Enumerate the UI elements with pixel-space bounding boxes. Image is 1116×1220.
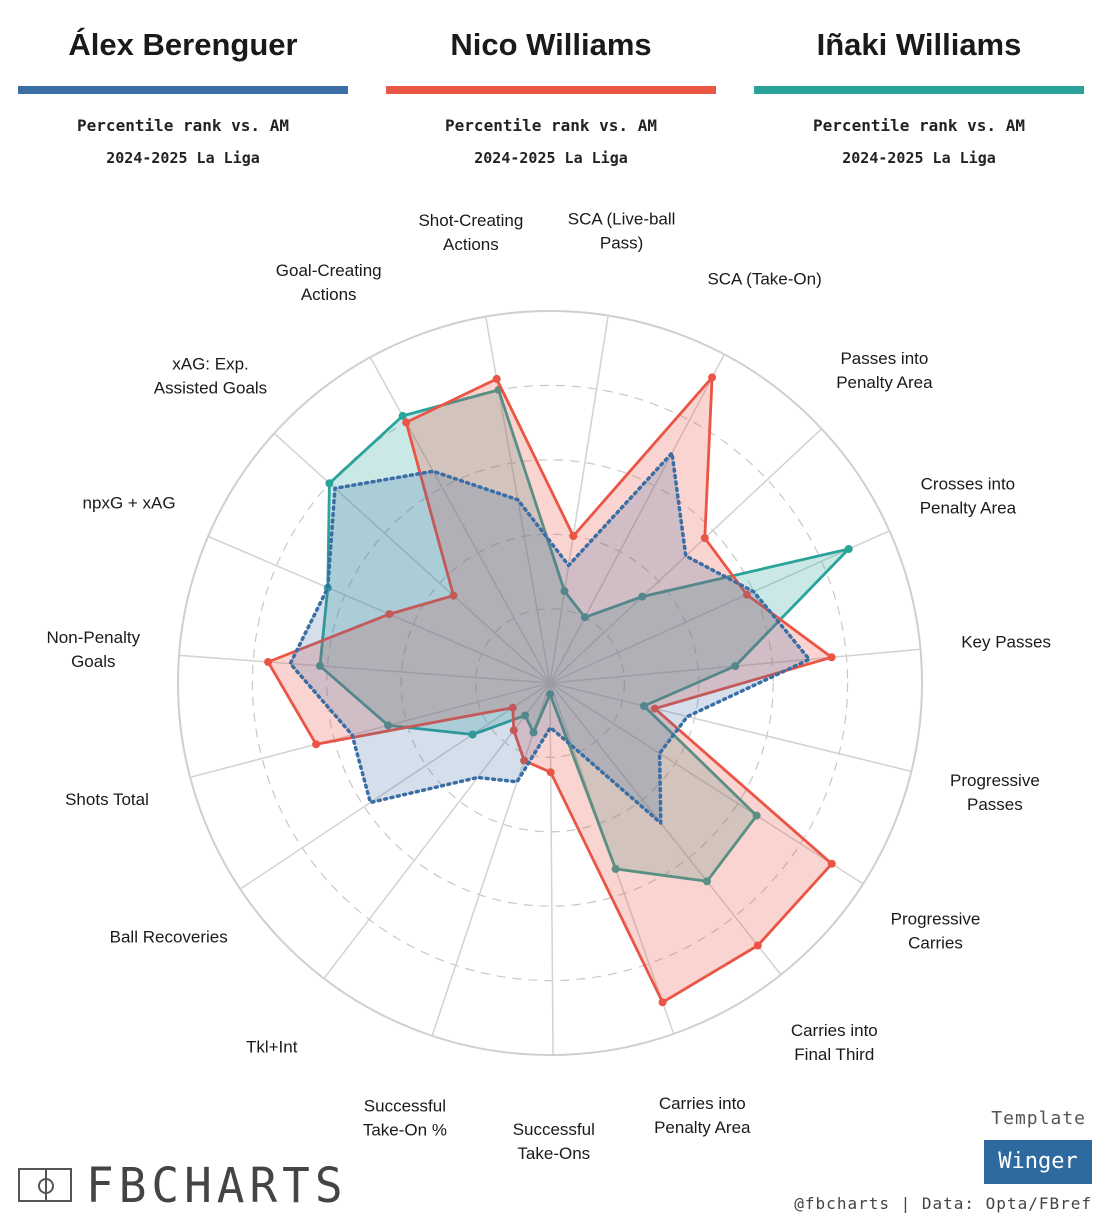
player-color-bar xyxy=(386,86,716,94)
logo-text: FBCHARTS xyxy=(86,1156,348,1214)
series-point xyxy=(508,703,517,712)
series-point xyxy=(580,613,589,622)
series-area-1 xyxy=(288,451,812,825)
player-header-2: Nico Williams Percentile rank vs. AM 202… xyxy=(386,0,716,167)
series-point xyxy=(827,653,836,662)
axis-label: SCA (Live-ball Pass) xyxy=(568,210,676,253)
axis-label: Goal-Creating Actions xyxy=(276,261,382,304)
fbcharts-logo: FBCHARTS xyxy=(18,1156,348,1214)
axis-label: Progressive Passes xyxy=(950,771,1040,814)
player-subtitle: Percentile rank vs. AM xyxy=(445,116,657,135)
player-header-1: Álex Berenguer Percentile rank vs. AM 20… xyxy=(18,0,348,167)
series-point xyxy=(385,610,394,619)
series-point xyxy=(731,662,740,671)
radar-spoke xyxy=(369,356,551,684)
radar-grid-ring xyxy=(251,384,849,982)
radar-spoke xyxy=(178,654,551,684)
series-point xyxy=(611,864,620,873)
axis-label: Carries into Penalty Area xyxy=(654,1094,751,1137)
series-point xyxy=(492,374,501,383)
series-point xyxy=(546,690,555,699)
axis-label: Carries into Final Third xyxy=(791,1021,878,1064)
series-point xyxy=(384,721,393,730)
series-point xyxy=(638,592,647,601)
player-name: Álex Berenguer xyxy=(68,27,298,62)
series-point xyxy=(752,811,761,820)
data-credit: @fbcharts | Data: Opta/FBref xyxy=(794,1194,1092,1213)
player-subtitle: Percentile rank vs. AM xyxy=(77,116,289,135)
axis-label: Tkl+Int xyxy=(246,1038,298,1057)
series-point xyxy=(449,591,458,600)
player-header-3: Iñaki Williams Percentile rank vs. AM 20… xyxy=(754,0,1084,167)
radar-spoke xyxy=(549,354,726,684)
series-point xyxy=(398,411,407,420)
axis-label: Successful Take-Ons xyxy=(513,1120,595,1163)
series-point xyxy=(700,534,709,543)
series-point xyxy=(569,532,578,540)
axis-label: Progressive Carries xyxy=(891,909,981,952)
radar-spoke xyxy=(549,315,609,684)
radar-spoke xyxy=(549,682,912,773)
player-name: Nico Williams xyxy=(450,27,652,62)
series-point xyxy=(325,479,334,488)
series-point xyxy=(560,587,569,596)
player-subtitle: Percentile rank vs. AM xyxy=(813,116,1025,135)
series-point xyxy=(529,728,538,737)
radar-spoke xyxy=(207,535,551,684)
radar-spoke xyxy=(189,682,551,779)
axis-label: Non-Penalty Goals xyxy=(47,628,141,671)
axis-label: SCA (Take-On) xyxy=(707,269,821,288)
radar-outer-ring xyxy=(177,310,923,1056)
series-point xyxy=(509,726,518,735)
series-point xyxy=(703,877,711,886)
radar-spoke xyxy=(273,432,551,684)
series-area-2 xyxy=(266,375,834,1004)
player-season: 2024-2025 La Liga xyxy=(106,149,260,167)
series-point xyxy=(312,740,321,749)
series-point xyxy=(742,590,751,599)
axis-label: Key Passes xyxy=(961,632,1051,651)
radar-spoke xyxy=(549,682,782,976)
series-point xyxy=(520,756,529,765)
axis-label: Shot-Creating Actions xyxy=(418,211,523,254)
radar-spoke xyxy=(549,682,554,1055)
axis-label: xAG: Exp. Assisted Goals xyxy=(154,355,267,398)
radar-spoke xyxy=(239,682,551,890)
radar-spoke xyxy=(549,682,864,885)
axis-label: Shots Total xyxy=(65,790,149,809)
axis-label: Crosses into Penalty Area xyxy=(920,475,1017,518)
series-point xyxy=(402,418,411,427)
series-area-3 xyxy=(318,388,851,883)
series-point xyxy=(844,545,853,553)
series-point xyxy=(658,998,667,1007)
series-point xyxy=(708,373,717,382)
pitch-icon xyxy=(18,1168,72,1202)
series-point xyxy=(316,661,324,670)
player-season: 2024-2025 La Liga xyxy=(842,149,996,167)
axis-label: npxG + xAG xyxy=(83,494,176,513)
series-point xyxy=(264,658,273,666)
template-badge: Winger xyxy=(984,1140,1092,1184)
radar-spoke xyxy=(549,530,890,684)
player-color-bar xyxy=(18,86,348,94)
series-point xyxy=(827,859,836,868)
player-season: 2024-2025 La Liga xyxy=(474,149,628,167)
radar-spoke xyxy=(431,682,551,1037)
template-label: Template xyxy=(991,1108,1086,1129)
series-point xyxy=(546,768,555,777)
series-point xyxy=(521,711,530,720)
axis-label: Ball Recoveries xyxy=(110,928,228,947)
series-point xyxy=(468,730,477,739)
axis-label: Passes into Penalty Area xyxy=(836,349,933,392)
player-color-bar xyxy=(754,86,1084,94)
axis-label: Successful Take-On % xyxy=(363,1096,447,1139)
radar-grid-ring xyxy=(326,459,774,907)
player-name: Iñaki Williams xyxy=(816,27,1022,62)
series-point xyxy=(753,941,762,950)
series-point xyxy=(650,704,659,713)
series-point xyxy=(640,702,648,710)
